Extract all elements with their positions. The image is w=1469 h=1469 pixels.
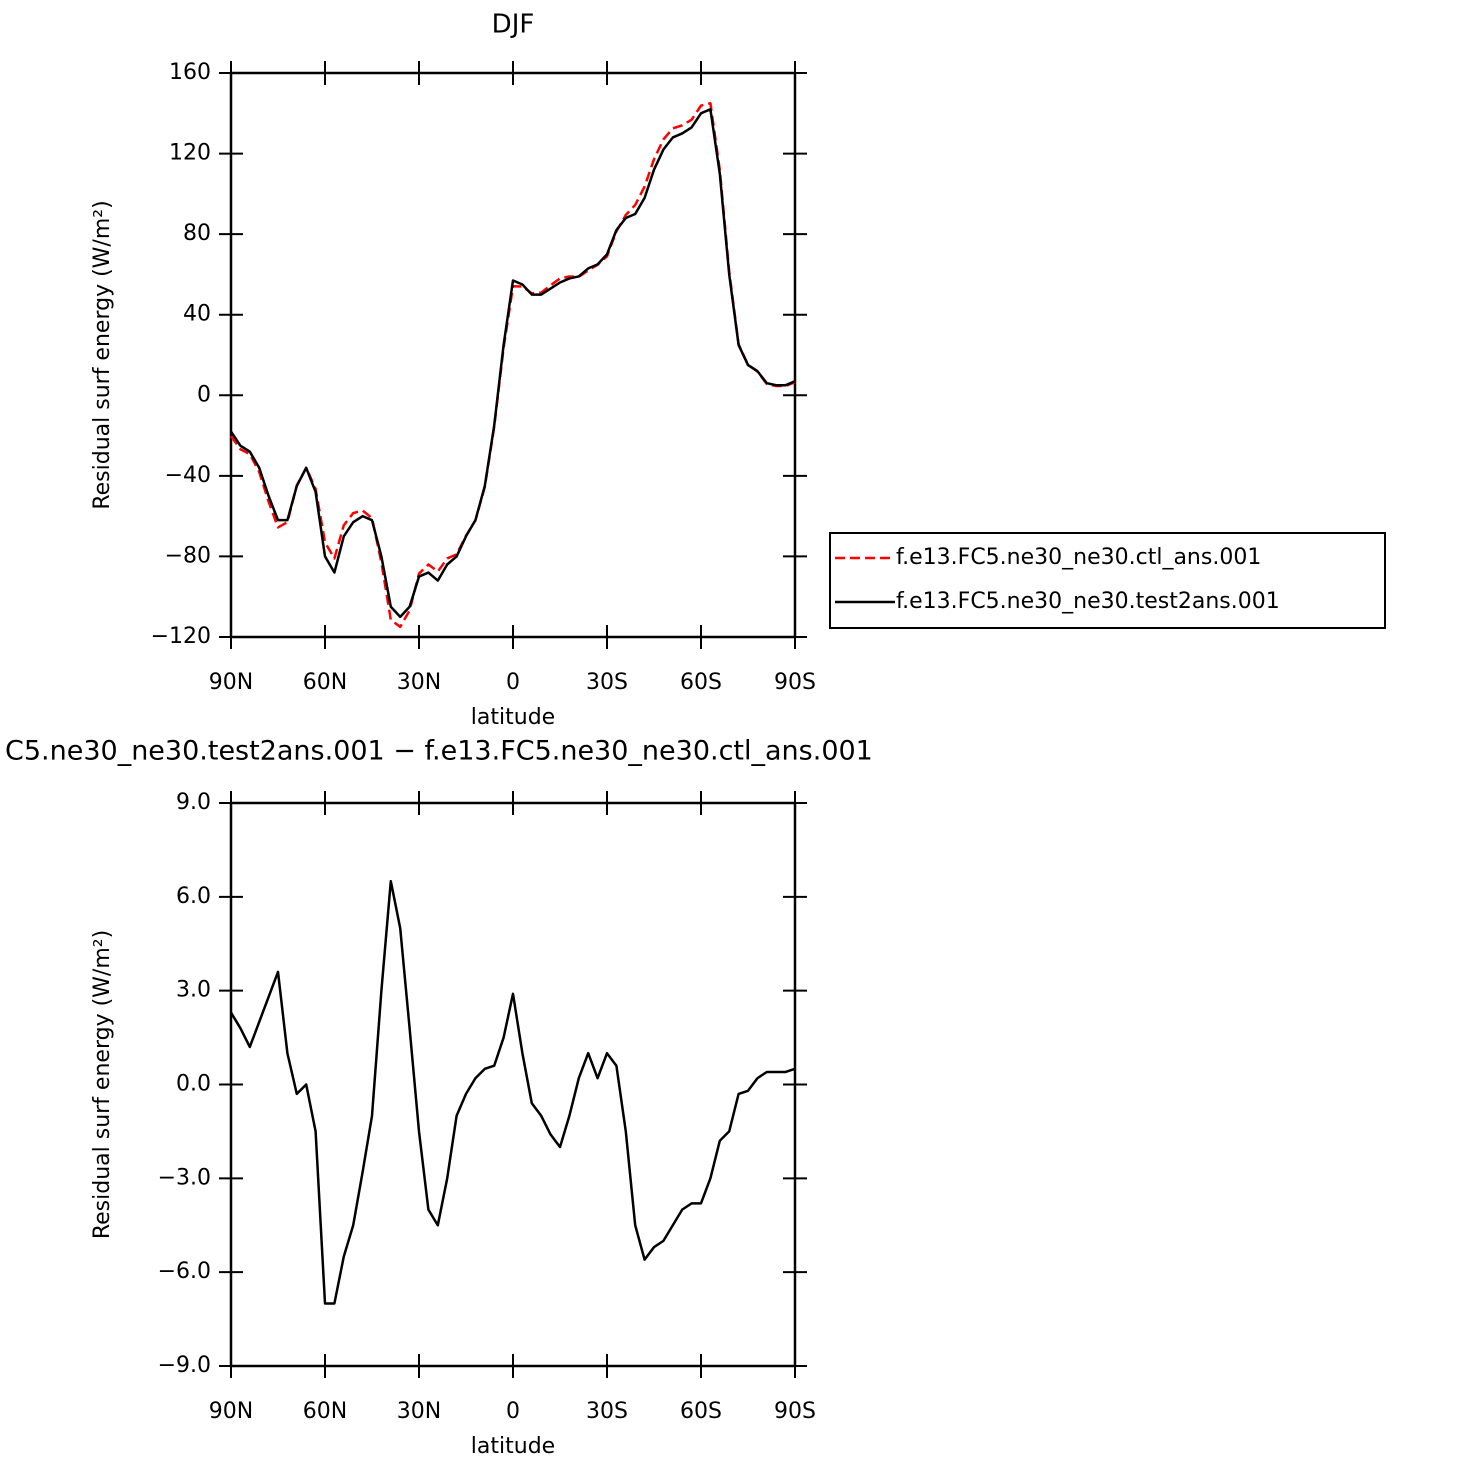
- y-axis-label: Residual surf energy (W/m²): [90, 200, 115, 509]
- data-line: [229, 101, 796, 629]
- plot: C5.ne30_ne30.test2ans.001 − f.e13.FC5.ne…: [5, 736, 873, 1460]
- x-tick-label: 60S: [680, 1399, 722, 1424]
- legend-label: f.e13.FC5.ne30_ne30.ctl_ans.001: [896, 545, 1261, 570]
- x-axis-label: latitude: [471, 705, 555, 730]
- x-tick-label: 60N: [303, 670, 347, 695]
- x-tick-label: 60N: [303, 1399, 347, 1424]
- y-tick-label: 160: [169, 60, 211, 85]
- y-tick-label: 9.0: [176, 790, 211, 815]
- y-tick-label: 120: [169, 141, 211, 166]
- legend-label: f.e13.FC5.ne30_ne30.test2ans.001: [896, 589, 1280, 614]
- legend-box: [829, 532, 1386, 629]
- y-axis-label: Residual surf energy (W/m²): [90, 930, 115, 1239]
- data-line: [229, 108, 796, 619]
- y-tick-label: 80: [183, 221, 211, 246]
- plot-frame: [229, 801, 797, 1368]
- y-tick-label: −80: [165, 543, 211, 568]
- x-tick-label: 30N: [397, 670, 441, 695]
- y-tick-label: −120: [151, 624, 211, 649]
- x-tick-label: 0: [506, 670, 520, 695]
- data-line: [229, 879, 796, 1305]
- chart-title: C5.ne30_ne30.test2ans.001 − f.e13.FC5.ne…: [5, 736, 873, 767]
- y-tick-label: −9.0: [158, 1353, 211, 1378]
- x-axis-label: latitude: [471, 1434, 555, 1459]
- x-tick-label: 30S: [586, 670, 628, 695]
- y-tick-label: 0.0: [176, 1072, 211, 1097]
- y-tick-label: −40: [165, 463, 211, 488]
- y-tick-label: −6.0: [158, 1259, 211, 1284]
- y-tick-label: 3.0: [176, 978, 211, 1003]
- x-tick-label: 30S: [586, 1399, 628, 1424]
- plot-frame: [229, 71, 797, 639]
- plot: DJF −120 −80 −40 0 40 80 120 160 90N 60N 30N 0 30S 60S…: [90, 10, 816, 731]
- y-tick-label: 6.0: [176, 884, 211, 909]
- x-tick-label: 90S: [774, 1399, 816, 1424]
- legend: f.e13.FC5.ne30_ne30.ctl_ans.001 f.e13.FC5…: [829, 532, 1386, 629]
- y-tick-label: −3.0: [158, 1165, 211, 1190]
- x-tick-label: 30N: [397, 1399, 441, 1424]
- x-tick-label: 90S: [774, 670, 816, 695]
- y-tick-label: 0: [197, 382, 211, 407]
- x-tick-label: 60S: [680, 670, 722, 695]
- x-tick-label: 0: [506, 1399, 520, 1424]
- x-tick-label: 90N: [209, 670, 253, 695]
- y-tick-label: 40: [183, 302, 211, 327]
- x-tick-label: 90N: [209, 1399, 253, 1424]
- chart-title: DJF: [492, 10, 535, 40]
